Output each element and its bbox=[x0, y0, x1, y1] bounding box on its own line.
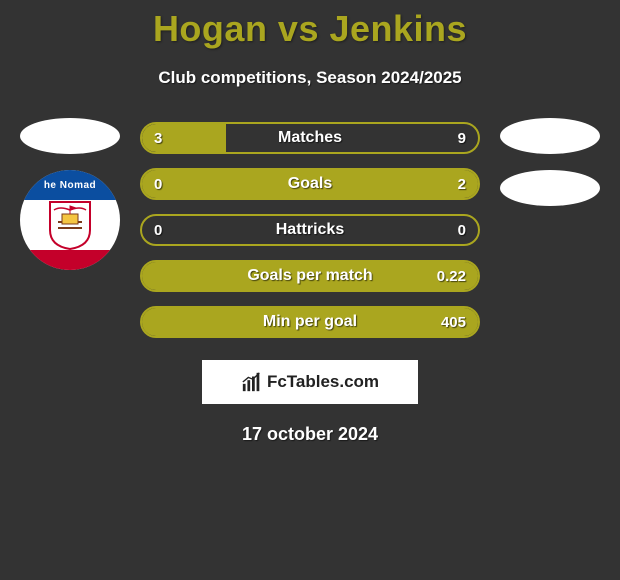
stat-value-left: 0 bbox=[154, 222, 162, 239]
chart-icon bbox=[241, 371, 263, 393]
page-subtitle: Club competitions, Season 2024/2025 bbox=[0, 68, 620, 88]
badge-top-banner: he Nomad bbox=[20, 170, 120, 200]
left-player-column: he Nomad bbox=[10, 118, 130, 270]
stat-value-right: 405 bbox=[441, 314, 466, 331]
stat-label: Goals per match bbox=[142, 267, 478, 285]
stat-label: Matches bbox=[142, 129, 478, 147]
right-player-column bbox=[490, 118, 610, 222]
player1-club-badge: he Nomad bbox=[20, 170, 120, 270]
stat-row: Goals per match0.22 bbox=[140, 260, 480, 292]
stat-value-right: 0.22 bbox=[437, 268, 466, 285]
stat-value-left: 0 bbox=[154, 176, 162, 193]
logo-text: FcTables.com bbox=[267, 372, 379, 392]
stat-value-left: 3 bbox=[154, 130, 162, 147]
player1-photo-placeholder bbox=[20, 118, 120, 154]
footer-area: FcTables.com 17 october 2024 bbox=[0, 352, 620, 445]
badge-shield-area bbox=[20, 200, 120, 250]
player2-photo-placeholder bbox=[500, 118, 600, 154]
fctables-logo[interactable]: FcTables.com bbox=[202, 360, 418, 404]
stat-row: Matches3 9 bbox=[140, 122, 480, 154]
stat-row: Goals0 2 bbox=[140, 168, 480, 200]
shield-icon bbox=[48, 200, 92, 250]
update-date: 17 october 2024 bbox=[0, 424, 620, 445]
stat-label: Hattricks bbox=[142, 221, 478, 239]
stats-panel: Matches39Goals02Hattricks00Goals per mat… bbox=[140, 122, 480, 352]
stat-row: Min per goal405 bbox=[140, 306, 480, 338]
page-title: Hogan vs Jenkins bbox=[0, 0, 620, 50]
stat-value-right: 0 bbox=[458, 222, 466, 239]
stat-row: Hattricks0 0 bbox=[140, 214, 480, 246]
stat-label: Min per goal bbox=[142, 313, 478, 331]
badge-top-text: he Nomad bbox=[44, 180, 96, 191]
stat-value-right: 9 bbox=[458, 130, 466, 147]
stat-value-right: 2 bbox=[458, 176, 466, 193]
stat-label: Goals bbox=[142, 175, 478, 193]
badge-bottom-banner bbox=[20, 250, 120, 270]
player2-club-badge-placeholder bbox=[500, 170, 600, 206]
